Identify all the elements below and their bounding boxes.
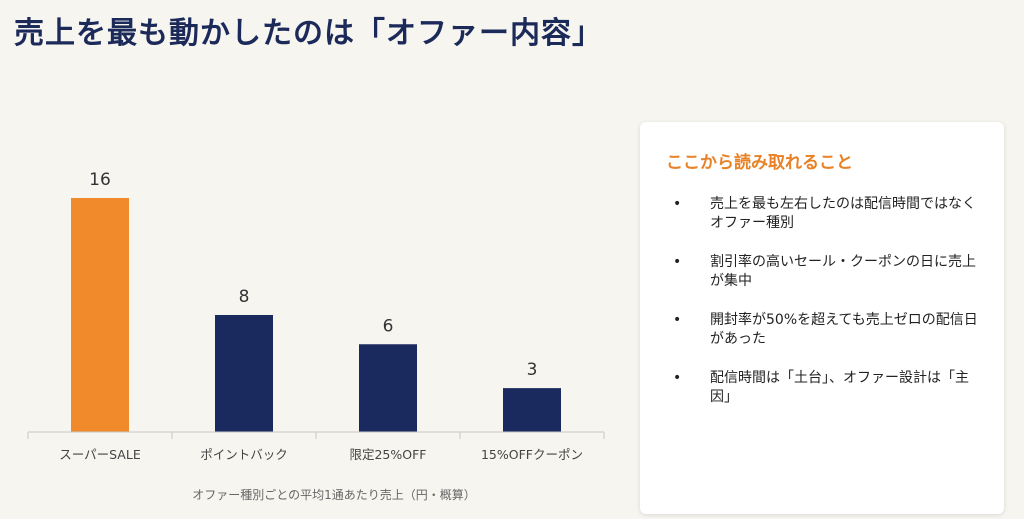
bar-chart: 16 スーパーSALE 8 ポイントバック 6 限定25%OFF 3 15%OFFクーポンオフ… [27, 170, 605, 502]
insights-list: • 売上を最も左右したのは配信時間ではなくオファー種別 • 割引率の高いセール・… [666, 195, 980, 407]
x-tick-label: 限定25%OFF [349, 447, 426, 462]
bullet-icon: • [673, 196, 682, 212]
bar-value-label: 8 [239, 287, 250, 307]
insight-item: • 割引率の高いセール・クーポンの日に売上が集中 [666, 253, 980, 291]
bullet-icon: • [673, 370, 682, 386]
bar [215, 315, 273, 432]
insight-item: • 開封率が50%を超えても売上ゼロの配信日があった [666, 311, 980, 349]
bar [71, 198, 129, 432]
bar-value-label: 16 [89, 170, 111, 190]
insight-item: • 配信時間は「土台」、オファー設計は「主因」 [666, 369, 980, 407]
insight-text: 割引率の高いセール・クーポンの日に売上が集中 [710, 254, 976, 289]
bullet-icon: • [673, 254, 682, 270]
bar [503, 388, 561, 432]
insights-title: ここから読み取れること [666, 153, 853, 173]
page-title: 売上を最も動かしたのは「オファー内容」 [14, 16, 603, 51]
insight-text: 売上を最も左右したのは配信時間ではなくオファー種別 [710, 196, 976, 231]
x-axis-label: オファー種別ごとの平均1通あたり売上（円・概算） [192, 487, 476, 502]
bar [359, 344, 417, 432]
insights-card: ここから読み取れること • 売上を最も左右したのは配信時間ではなくオファー種別 … [640, 122, 1004, 514]
insight-item: • 売上を最も左右したのは配信時間ではなくオファー種別 [666, 195, 980, 233]
insight-text: 配信時間は「土台」、オファー設計は「主因」 [710, 370, 969, 405]
x-tick-label: スーパーSALE [59, 447, 141, 462]
bullet-icon: • [673, 312, 682, 328]
bar-value-label: 6 [383, 316, 394, 336]
x-tick-label: 15%OFFクーポン [481, 447, 583, 462]
insight-text: 開封率が50%を超えても売上ゼロの配信日があった [710, 312, 978, 347]
x-tick-label: ポイントバック [200, 447, 288, 462]
bar-value-label: 3 [527, 360, 538, 380]
